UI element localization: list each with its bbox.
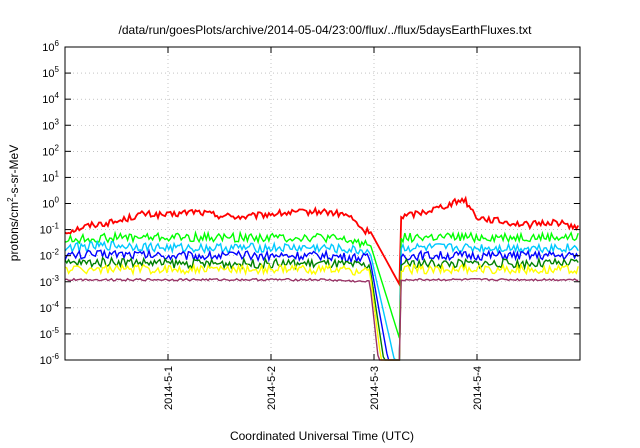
y-tick-label-base: 10 xyxy=(42,68,54,80)
y-tick-label-exp: 2 xyxy=(55,143,60,152)
series-line xyxy=(64,277,579,361)
y-tick-label-base: 10 xyxy=(40,329,52,341)
y-tick-label: 10-5 xyxy=(40,326,60,341)
y-tick-label-exp: 5 xyxy=(55,65,60,74)
y-tick-label-base: 10 xyxy=(40,277,52,289)
y-tick-label: 105 xyxy=(42,65,59,80)
y-tick-label-exp: 6 xyxy=(55,39,60,48)
y-axis-title-base: protons/cm xyxy=(7,202,21,261)
y-tick-label-exp: -1 xyxy=(52,222,60,231)
x-tick-label: 2014-5-3 xyxy=(369,366,381,410)
x-tick-label: 2014-5-4 xyxy=(472,366,484,410)
y-tick-label: 10-3 xyxy=(40,274,60,289)
y-tick-label-exp: 4 xyxy=(55,91,60,100)
series-lines xyxy=(64,195,579,361)
y-tick-label-base: 10 xyxy=(42,42,54,54)
y-tick-label-base: 10 xyxy=(42,172,54,184)
y-axis-title-sup: 2 xyxy=(6,197,15,202)
series-line xyxy=(64,262,579,361)
y-axis-title: protons/cm2-s-sr-MeV xyxy=(6,145,21,261)
y-tick-label-exp: -2 xyxy=(52,248,60,257)
series-line xyxy=(64,255,579,361)
chart-title: /data/run/goesPlots/archive/2014-05-04/2… xyxy=(119,23,533,37)
series-line xyxy=(64,195,579,288)
y-tick-label: 102 xyxy=(42,143,59,158)
x-tick-label: 2014-5-2 xyxy=(266,366,278,410)
y-tick-label-base: 10 xyxy=(40,251,52,263)
y-tick-label-exp: 0 xyxy=(55,196,60,205)
y-tick-label-base: 10 xyxy=(40,303,52,315)
series-line xyxy=(64,230,579,339)
y-tick-label: 106 xyxy=(42,39,59,54)
x-tick-label: 2014-5-1 xyxy=(163,366,175,410)
y-tick-label: 10-1 xyxy=(40,222,60,237)
x-axis-title: Coordinated Universal Time (UTC) xyxy=(230,429,414,443)
y-tick-label-exp: -5 xyxy=(52,326,60,335)
y-tick-label-base: 10 xyxy=(40,225,52,237)
plot-frame xyxy=(64,46,581,361)
series-line xyxy=(64,239,579,361)
y-tick-label-base: 10 xyxy=(42,146,54,158)
y-tick-label-exp: 1 xyxy=(55,169,60,178)
y-axis: 10-610-510-410-310-210-11001011021031041… xyxy=(40,39,580,367)
y-tick-label-exp: -4 xyxy=(52,300,60,309)
y-tick-label-exp: -3 xyxy=(52,274,60,283)
y-axis-title-rest: -s-sr-MeV xyxy=(7,145,21,198)
y-tick-label-base: 10 xyxy=(40,355,52,367)
y-tick-label: 104 xyxy=(42,91,59,106)
series-line xyxy=(64,248,579,361)
y-tick-label-base: 10 xyxy=(42,199,54,211)
x-axis: 2014-5-1 2014-5-2 2014-5-3 2014-5-4 xyxy=(163,47,484,410)
y-tick-label: 103 xyxy=(42,117,59,132)
y-tick-label: 10-2 xyxy=(40,248,60,263)
y-tick-label: 101 xyxy=(42,169,59,184)
y-tick-label-exp: 3 xyxy=(55,117,60,126)
y-tick-label-base: 10 xyxy=(42,120,54,132)
grid-lines xyxy=(65,47,580,360)
y-tick-label-base: 10 xyxy=(42,94,54,106)
y-tick-label: 10-6 xyxy=(40,352,60,367)
y-tick-label-exp: -6 xyxy=(52,352,60,361)
y-tick-label: 10-4 xyxy=(40,300,60,315)
y-tick-label: 100 xyxy=(42,196,59,211)
